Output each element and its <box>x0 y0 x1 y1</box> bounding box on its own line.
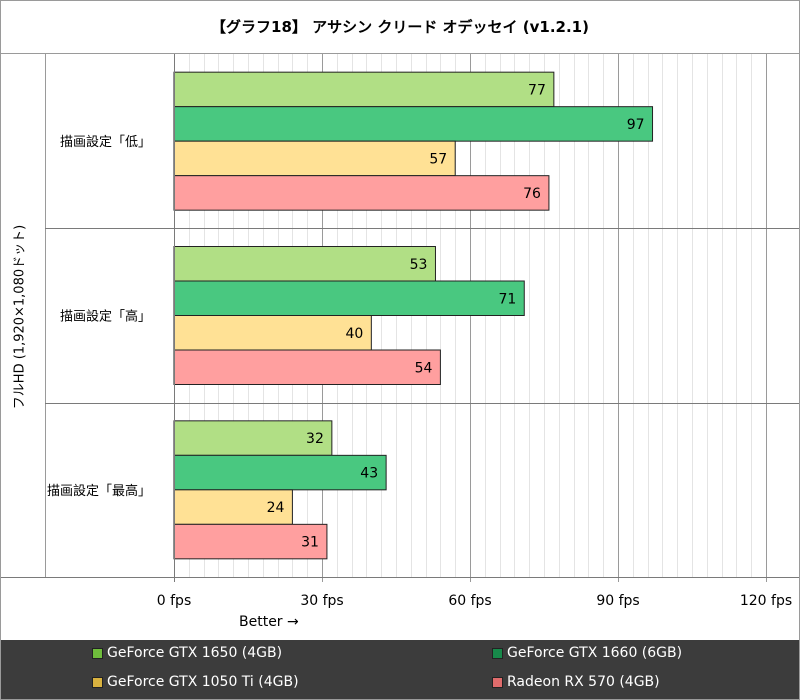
category-label: 描画設定「高」 <box>60 309 151 325</box>
legend-item-gtx1660: GeForce GTX 1660 (6GB) <box>492 645 682 661</box>
legend: GeForce GTX 1650 (4GB) GeForce GTX 1660 … <box>1 640 799 699</box>
legend-label: GeForce GTX 1050 Ti (4GB) <box>107 674 299 690</box>
legend-swatch <box>492 647 503 659</box>
bar <box>173 523 328 560</box>
bar <box>173 106 654 142</box>
legend-item-gtx1650: GeForce GTX 1650 (4GB) <box>92 645 282 661</box>
x-axis-label: Better → <box>239 614 299 630</box>
bar <box>173 140 456 177</box>
bar <box>173 280 525 316</box>
legend-item-gtx1050ti: GeForce GTX 1050 Ti (4GB) <box>92 674 299 690</box>
chart-plot: 描画設定「低」 77 97 57 76 描画設定「高」 53 71 40 54 描画設定「最高」 32… <box>1 53 799 609</box>
chart-title: 【グラフ18】 アサシン クリード オデッセイ (v1.2.1) <box>211 18 589 36</box>
x-tick-label: 30 fps <box>300 593 343 609</box>
bar <box>173 246 436 282</box>
x-tick-label: 0 fps <box>157 593 191 609</box>
legend-swatch <box>92 676 103 688</box>
x-tick-label: 90 fps <box>596 593 639 609</box>
bar <box>173 349 441 385</box>
bar-value-label: 43 <box>360 466 378 482</box>
bar <box>173 175 550 211</box>
bar-value-label: 54 <box>415 360 433 376</box>
bar <box>173 489 293 525</box>
bar-value-label: 57 <box>429 151 447 167</box>
bar <box>173 315 372 351</box>
x-tick-label: 120 fps <box>740 593 792 609</box>
category-label: 描画設定「最高」 <box>47 483 151 499</box>
legend-swatch <box>492 676 503 688</box>
bar-value-label: 77 <box>528 82 546 98</box>
bar <box>173 71 555 108</box>
legend-swatch <box>92 647 103 659</box>
category-label: 描画設定「低」 <box>60 134 151 150</box>
legend-label: Radeon RX 570 (4GB) <box>507 674 660 690</box>
bar-value-label: 76 <box>523 186 541 202</box>
x-tick-label: 60 fps <box>448 593 491 609</box>
bar-value-label: 71 <box>498 291 516 307</box>
bar-value-label: 32 <box>306 431 324 447</box>
legend-label: GeForce GTX 1660 (6GB) <box>507 645 683 661</box>
bar-value-label: 24 <box>267 500 285 516</box>
y-axis-title: フルHD (1,920×1,080ドット) <box>12 224 28 410</box>
legend-item-rx570: Radeon RX 570 (4GB) <box>492 674 660 690</box>
bar-value-label: 31 <box>301 535 319 551</box>
bar-value-label: 40 <box>346 326 364 342</box>
legend-label: GeForce GTX 1650 (4GB) <box>107 645 283 661</box>
bar <box>173 420 333 456</box>
bar-value-label: 97 <box>627 117 645 133</box>
bar <box>173 454 387 491</box>
bar-value-label: 53 <box>410 257 428 273</box>
